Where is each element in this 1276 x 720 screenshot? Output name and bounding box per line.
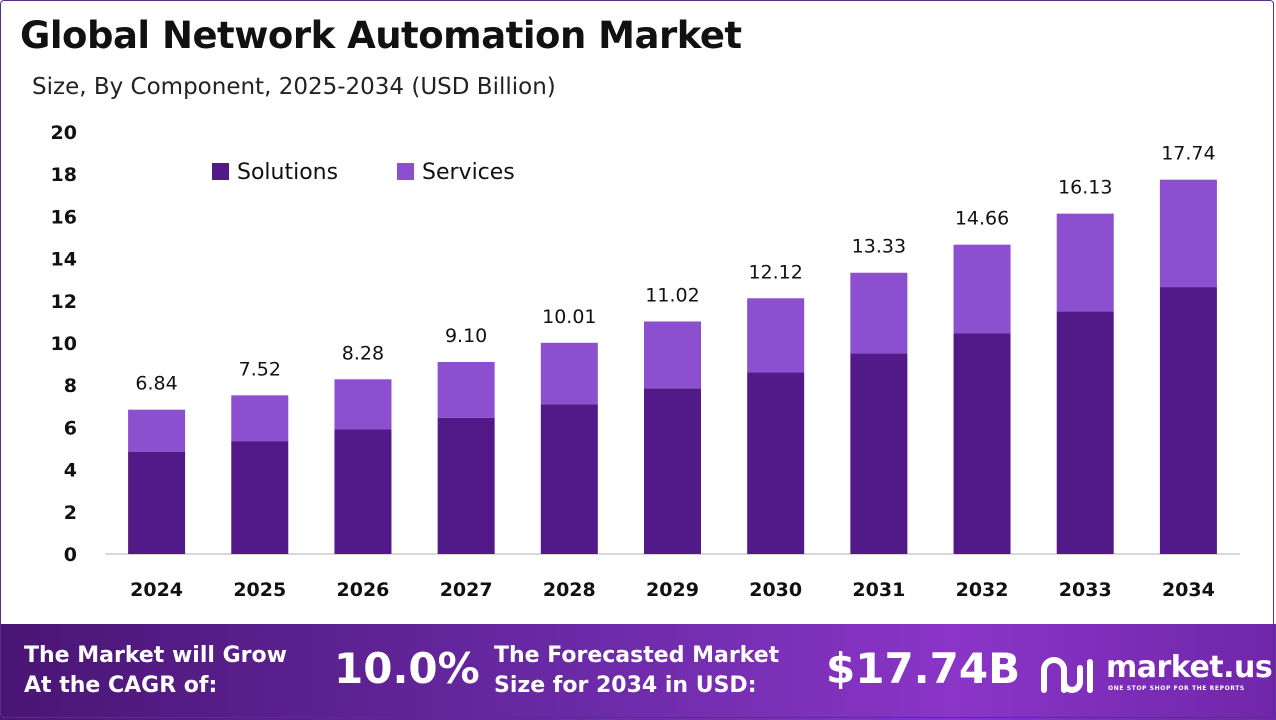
y-tick-label: 10 (51, 333, 77, 355)
bar-solutions-2029 (644, 388, 701, 554)
y-tick-label: 8 (64, 375, 77, 397)
data-label-total-2029: 11.02 (645, 284, 699, 306)
forecast-label-line1: The Forecasted Market (494, 643, 780, 668)
cagr-label-line1: The Market will Grow (24, 643, 287, 668)
bar-solutions-2033 (1056, 311, 1114, 554)
x-tick-label-2024: 2024 (130, 579, 183, 601)
data-label-total-2030: 12.12 (748, 261, 802, 283)
cagr-value: 10.0% (334, 644, 480, 693)
x-tick-label-2033: 2033 (1059, 579, 1112, 601)
data-label-total-2026: 8.28 (342, 342, 384, 364)
forecast-label-line2: Size for 2034 in USD: (494, 673, 757, 698)
x-tick-label-2031: 2031 (852, 579, 905, 601)
bar-solutions-2027 (437, 417, 495, 554)
bar-solutions-2034 (1159, 287, 1217, 554)
logo-tagline: ONE STOP SHOP FOR THE REPORTS (1108, 685, 1245, 692)
forecast-value: $17.74B (826, 644, 1021, 693)
data-label-total-2034: 17.74 (1161, 143, 1215, 165)
y-tick-label: 4 (64, 460, 77, 482)
data-label-total-2033: 16.13 (1058, 177, 1112, 199)
market-us-logo-icon (1041, 657, 1093, 693)
bar-services-2032 (953, 244, 1011, 334)
y-tick-label: 16 (51, 206, 77, 228)
bar-services-2031 (850, 272, 908, 354)
bar-services-2034 (1159, 179, 1217, 288)
x-tick-label-2026: 2026 (337, 579, 390, 601)
chart-subtitle: Size, By Component, 2025-2034 (USD Billi… (32, 74, 556, 100)
x-tick-label-2034: 2034 (1162, 579, 1215, 601)
stacked-bar-chart: 0 2 4 6 8 10 12 14 16 18 20 6.84 2024 7.52 2025 8.28 202… (51, 122, 1240, 601)
bar-services-2030 (747, 298, 805, 373)
logo-text: market.us (1106, 650, 1273, 685)
x-tick-label-2028: 2028 (543, 579, 596, 601)
bar-solutions-2032 (953, 333, 1011, 554)
y-tick-label: 0 (64, 544, 77, 566)
y-tick-label: 2 (64, 502, 77, 524)
bar-solutions-2031 (850, 353, 908, 554)
x-tick-label-2025: 2025 (233, 579, 286, 601)
y-tick-label: 14 (51, 249, 77, 271)
chart-title: Global Network Automation Market (20, 14, 742, 57)
data-label-total-2025: 7.52 (239, 358, 281, 380)
bar-services-2026 (334, 379, 392, 430)
cagr-label-line2: At the CAGR of: (24, 673, 218, 698)
y-tick-label: 6 (64, 417, 77, 439)
bar-solutions-2024 (128, 451, 186, 554)
forecast-label: The Forecasted Market Size for 2034 in U… (494, 641, 779, 701)
x-tick-label-2029: 2029 (646, 579, 699, 601)
bar-services-2033 (1056, 213, 1114, 312)
data-label-total-2031: 13.33 (852, 236, 906, 258)
y-tick-label: 20 (51, 122, 77, 144)
x-tick-label-2030: 2030 (749, 579, 802, 601)
bar-services-2028 (540, 342, 598, 405)
data-label-total-2032: 14.66 (955, 208, 1009, 230)
bar-services-2025 (231, 395, 289, 442)
legend-swatch-solutions (212, 163, 229, 180)
legend-label-solutions: Solutions (237, 160, 338, 185)
market-us-logo: market.us ONE STOP SHOP FOR THE REPORTS (1040, 650, 1273, 696)
bar-solutions-2025 (231, 441, 289, 554)
footer-banner: The Market will Grow At the CAGR of: 10.… (0, 624, 1276, 720)
bar-services-2029 (644, 321, 701, 389)
bar-solutions-2028 (540, 404, 598, 554)
bar-services-2027 (437, 361, 495, 418)
cagr-label: The Market will Grow At the CAGR of: (24, 641, 287, 701)
x-tick-label-2032: 2032 (956, 579, 1009, 601)
y-tick-label: 12 (51, 291, 77, 313)
bar-solutions-2030 (747, 372, 805, 554)
legend-swatch-services (397, 163, 414, 180)
bar-services-2024 (128, 409, 186, 452)
y-tick-label: 18 (51, 164, 77, 186)
x-tick-label-2027: 2027 (440, 579, 493, 601)
data-label-total-2027: 9.10 (445, 325, 487, 347)
data-label-total-2028: 10.01 (542, 306, 596, 328)
legend-label-services: Services (422, 160, 515, 185)
bar-solutions-2026 (334, 429, 392, 554)
data-label-total-2024: 6.84 (135, 373, 177, 395)
